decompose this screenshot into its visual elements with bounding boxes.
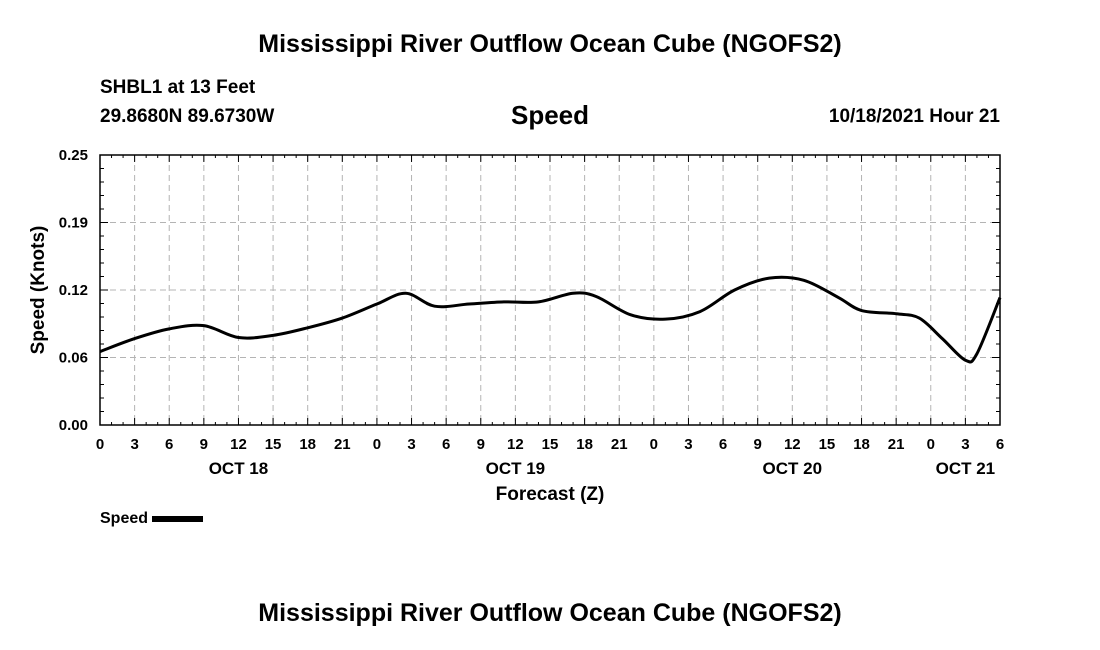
station-coordinates: 29.8680N 89.6730W (100, 106, 275, 127)
x-tick-label: 15 (819, 436, 836, 453)
speed-series-line (99, 275, 1002, 364)
x-date-label: OCT 20 (763, 459, 823, 478)
y-tick-label: 0.06 (59, 350, 88, 367)
x-tick-label: 12 (507, 436, 524, 453)
footer-title: Mississippi River Outflow Ocean Cube (NG… (258, 599, 842, 627)
y-tick-label: 0.25 (59, 147, 88, 164)
station-name: SHBL1 at 13 Feet (100, 77, 256, 98)
x-date-label: OCT 18 (209, 459, 269, 478)
x-date-label: OCT 21 (936, 459, 996, 478)
x-tick-label: 15 (265, 436, 282, 453)
series-layer (99, 275, 1002, 364)
x-tick-label: 21 (611, 436, 628, 453)
y-tick-label: 0.19 (59, 215, 88, 232)
x-tick-label: 3 (684, 436, 692, 453)
x-tick-label: 9 (200, 436, 208, 453)
x-tick-label: 0 (373, 436, 381, 453)
x-tick-label: 12 (784, 436, 801, 453)
y-axis-title: Speed (Knots) (28, 226, 49, 355)
legend-swatch (152, 516, 204, 522)
legend: Speed (100, 510, 204, 528)
x-tick-label: 3 (130, 436, 138, 453)
x-tick-label: 0 (650, 436, 658, 453)
x-tick-label: 3 (407, 436, 415, 453)
x-axis-title: Forecast (Z) (496, 484, 605, 505)
x-tick-label: 6 (719, 436, 727, 453)
x-tick-label: 18 (299, 436, 316, 453)
x-tick-label: 15 (542, 436, 559, 453)
x-tick-label: 9 (754, 436, 762, 453)
x-tick-label: 18 (576, 436, 593, 453)
x-tick-label: 21 (334, 436, 351, 453)
x-date-label: OCT 19 (486, 459, 546, 478)
x-tick-label: 6 (165, 436, 173, 453)
x-tick-label: 9 (477, 436, 485, 453)
legend-label: Speed (100, 510, 149, 527)
axis-ticks (99, 154, 1001, 426)
x-tick-label: 3 (961, 436, 969, 453)
x-tick-label: 12 (230, 436, 247, 453)
x-tick-label: 6 (442, 436, 450, 453)
x-tick-label: 21 (888, 436, 905, 453)
forecast-time: 10/18/2021 Hour 21 (828, 106, 1000, 127)
y-tick-label: 0.00 (59, 417, 88, 434)
x-tick-label: 0 (96, 436, 104, 453)
y-tick-label: 0.12 (59, 282, 88, 299)
x-tick-label: 6 (996, 436, 1004, 453)
main-title: Mississippi River Outflow Ocean Cube (NG… (258, 30, 842, 58)
grid-lines (100, 155, 1000, 425)
axis-labels: 0 3 6 9 12 15 18 21 0 3 6 9 12 15 18 21 0 3 6 9 12 15 18 21 0 3 6O… (59, 147, 1004, 478)
plot-title: Speed (510, 100, 590, 130)
x-tick-label: 18 (853, 436, 870, 453)
x-tick-label: 0 (927, 436, 935, 453)
